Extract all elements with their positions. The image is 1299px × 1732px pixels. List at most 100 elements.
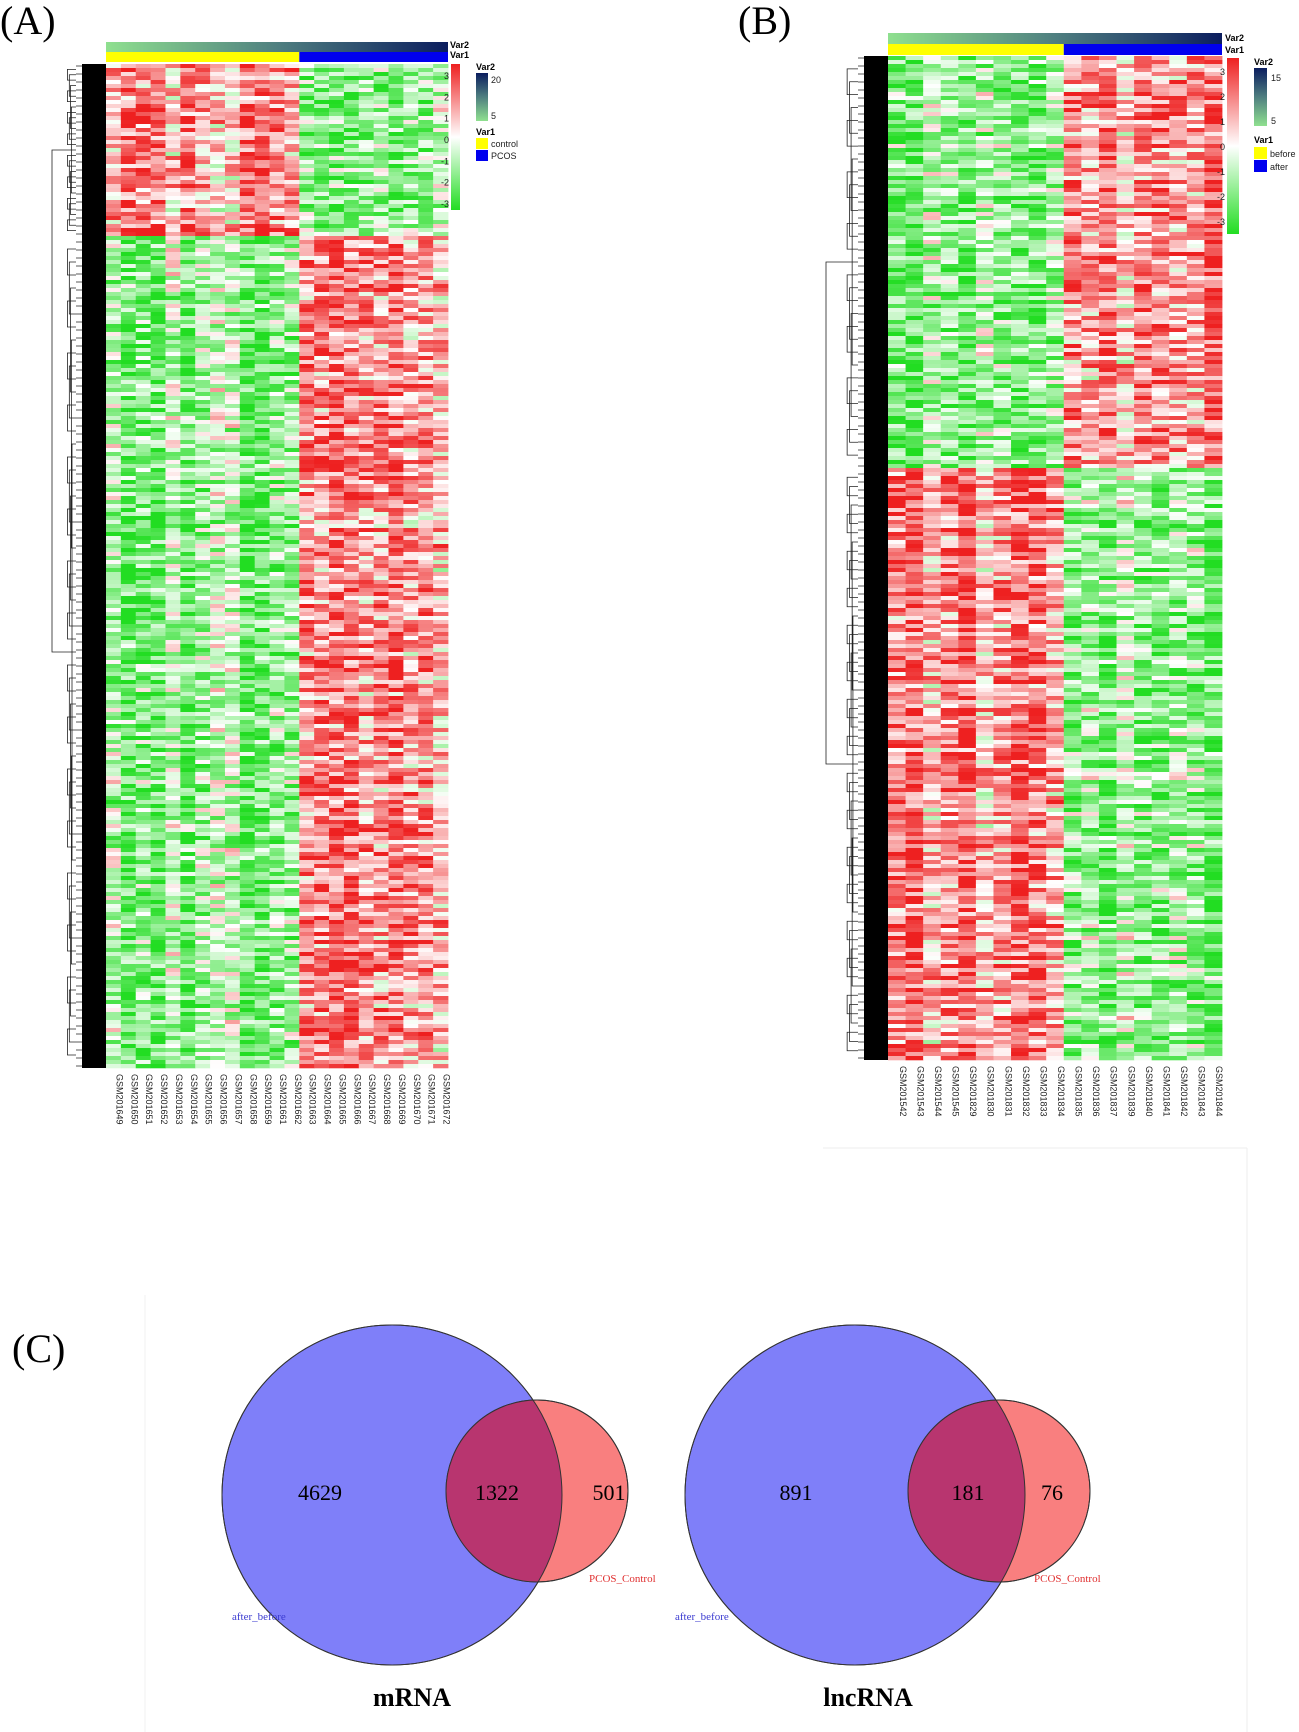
heatmap-a-color-scale	[451, 64, 460, 210]
heatmap-a: GSM201649 GSM201650 GSM201651 GSM201652 GSM2…	[51, 40, 518, 1125]
heatmap-b-color-scale	[1227, 58, 1239, 234]
sample-label: GSM201833	[1038, 1066, 1048, 1117]
scale-tick-label: 3	[1220, 67, 1225, 77]
heatmap-a-legend-pcos-label: PCOS	[491, 151, 517, 161]
sample-label: GSM201835	[1074, 1066, 1084, 1117]
venn-lncrna-set-b-label: PCOS_Control	[1034, 1573, 1101, 1585]
heatmap-b-var2-tick-high: 15	[1271, 73, 1281, 83]
sample-label: GSM201663	[308, 1074, 318, 1125]
sample-label: GSM201649	[114, 1074, 124, 1125]
heatmap-b-sample-labels: GSM201542 GSM201543 GSM201544 GSM201545 GSM2…	[898, 1066, 1224, 1117]
sample-label: GSM201837	[1109, 1066, 1119, 1117]
venn-mrna-title: mRNA	[373, 1683, 451, 1712]
heatmap-b-var2-label: Var2	[1225, 33, 1244, 43]
sample-label: GSM201543	[915, 1066, 925, 1117]
heatmap-b-legend-after-label: after	[1270, 162, 1288, 172]
heatmap-a-var2-tick-high: 20	[491, 75, 501, 85]
venn-mrna-set-b-label: PCOS_Control	[589, 1573, 656, 1585]
venn-lncrna-set-a-label: after_before	[675, 1611, 729, 1623]
scale-tick-label: 0	[444, 135, 449, 145]
a-group-pcos	[299, 52, 448, 62]
b-group-after	[1063, 44, 1222, 55]
sample-label: GSM201843	[1197, 1066, 1207, 1117]
heatmap-a-var2-label: Var2	[450, 40, 469, 50]
a-group-control	[106, 52, 300, 62]
venn-mrna-set-a-label: after_before	[232, 1611, 286, 1623]
sample-label: GSM201839	[1126, 1066, 1136, 1117]
sample-label: GSM201662	[293, 1074, 303, 1125]
sample-label: GSM201545	[951, 1066, 961, 1117]
sample-label: GSM201831	[1003, 1066, 1013, 1117]
sample-label: GSM201842	[1179, 1066, 1189, 1117]
heatmap-a-var2-tick-low: 5	[491, 111, 496, 121]
heatmap-b-var2-bar	[888, 33, 1222, 44]
sample-label: GSM201667	[367, 1074, 377, 1125]
heatmap-a-legend-pcos-swatch	[476, 150, 488, 161]
scale-tick-label: -2	[441, 178, 449, 188]
venn-lncrna-only-a: 891	[780, 1480, 813, 1505]
scale-tick-label: 1	[444, 114, 449, 124]
heatmap-a-var1-label: Var1	[450, 50, 469, 60]
heatmap-a-legend-control-swatch	[476, 138, 488, 149]
panel-c-label: (C)	[12, 1326, 65, 1371]
venn-lncrna-overlap	[908, 1400, 1025, 1582]
sample-label: GSM201666	[352, 1074, 362, 1125]
venn-lncrna: 891 181 76 after_before PCOS_Control lnc…	[675, 1324, 1101, 1712]
heatmap-b-cells	[888, 56, 1223, 1061]
sample-label: GSM201834	[1056, 1066, 1066, 1117]
scale-tick-label: -3	[1217, 217, 1225, 227]
venn-lncrna-only-b: 76	[1041, 1480, 1063, 1505]
b-group-before	[888, 44, 1064, 55]
venn-lncrna-both: 181	[952, 1480, 985, 1505]
scale-tick-label: 2	[1220, 92, 1225, 102]
scale-tick-label: -3	[441, 199, 449, 209]
venn-mrna-overlap	[446, 1400, 562, 1582]
sample-label: GSM201658	[248, 1074, 258, 1125]
scale-tick-label: 3	[444, 71, 449, 81]
sample-label: GSM201841	[1161, 1066, 1171, 1117]
scale-tick-label: -1	[441, 156, 449, 166]
sample-label: GSM201664	[323, 1074, 333, 1125]
panel-b-label: (B)	[738, 0, 791, 43]
venn-lncrna-title: lncRNA	[823, 1683, 913, 1712]
sample-label: GSM201836	[1091, 1066, 1101, 1117]
sample-label: GSM201654	[189, 1074, 199, 1125]
heatmap-a-cells	[106, 64, 449, 1069]
sample-label: GSM201544	[933, 1066, 943, 1117]
heatmap-a-legend-var1-title: Var1	[476, 127, 495, 137]
heatmap-a-legend-control-label: control	[491, 139, 518, 149]
scale-tick-label: -1	[1217, 167, 1225, 177]
sample-label: GSM201656	[219, 1074, 229, 1125]
venn-mrna-only-b: 501	[593, 1480, 626, 1505]
sample-label: GSM201670	[412, 1074, 422, 1125]
heatmap-b-legend-before-label: before	[1270, 149, 1296, 159]
heatmap-a-sample-labels: GSM201649 GSM201650 GSM201651 GSM201652 GSM2…	[114, 1074, 451, 1125]
heatmap-b-legend-var2-bar	[1254, 68, 1267, 126]
heatmap-a-legend-var2-bar	[476, 73, 488, 121]
sample-label: GSM201653	[174, 1074, 184, 1125]
sample-label: GSM201665	[337, 1074, 347, 1125]
heatmap-b-var2-tick-low: 5	[1271, 116, 1276, 126]
sample-label: GSM201671	[427, 1074, 437, 1125]
heatmap-b-legend-var2-title: Var2	[1254, 57, 1273, 67]
scale-tick-label: 2	[444, 92, 449, 102]
sample-label: GSM201844	[1214, 1066, 1224, 1117]
scale-tick-label: 1	[1220, 117, 1225, 127]
sample-label: GSM201650	[129, 1074, 139, 1125]
sample-label: GSM201669	[397, 1074, 407, 1125]
heatmap-b-dendrogram	[825, 56, 888, 1060]
sample-label: GSM201655	[204, 1074, 214, 1125]
sample-label: GSM201657	[233, 1074, 243, 1125]
sample-label: GSM201832	[1021, 1066, 1031, 1117]
sample-label: GSM201542	[898, 1066, 908, 1117]
sample-label: GSM201652	[159, 1074, 169, 1125]
sample-label: GSM201651	[144, 1074, 154, 1125]
sample-label: GSM201659	[263, 1074, 273, 1125]
sample-label: GSM201829	[968, 1066, 978, 1117]
heatmap-a-var1-bar	[106, 52, 448, 62]
heatmap-a-dendrogram	[51, 64, 106, 1068]
venn-mrna: 4629 1322 501 after_before PCOS_Control …	[221, 1324, 656, 1712]
heatmap-a-var2-bar	[106, 42, 448, 52]
heatmap-b-var1-bar	[888, 44, 1222, 55]
